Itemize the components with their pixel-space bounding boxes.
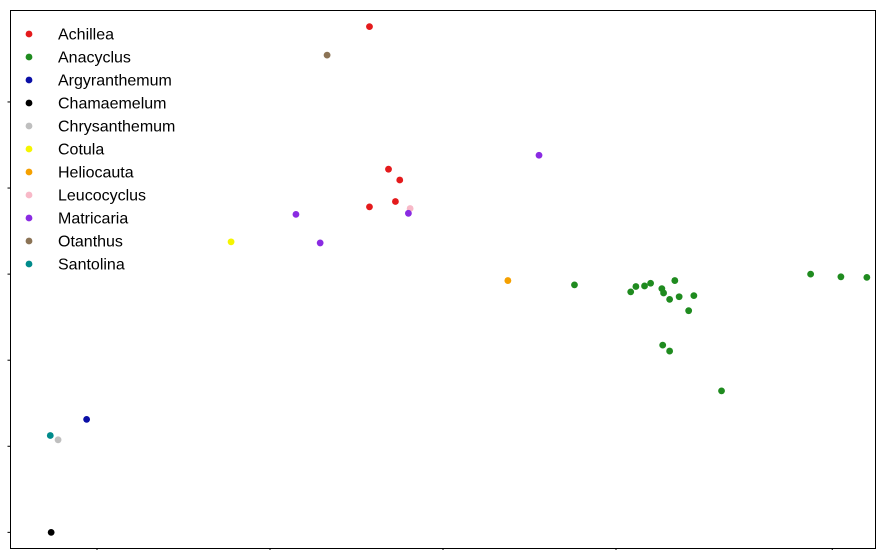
- legend-label-argyranthemum: Argyranthemum: [58, 73, 172, 90]
- data-point-achillea: [385, 165, 392, 173]
- legend-label-heliocauta: Heliocauta: [58, 165, 134, 182]
- plot-frame: [10, 10, 876, 549]
- data-point-achillea: [396, 176, 404, 184]
- legend-label-anacyclus: Anacyclus: [58, 50, 131, 67]
- data-point-heliocauta: [504, 277, 512, 284]
- data-point-chrysanthemum: [54, 436, 62, 444]
- legend-label-santolina: Santolina: [58, 257, 125, 274]
- legend-label-leucocyclus: Leucocyclus: [58, 188, 146, 205]
- legend-marker-leucocyclus: [25, 191, 33, 199]
- data-point-cotula: [227, 238, 235, 246]
- legend-label-chrysanthemum: Chrysanthemum: [58, 119, 175, 136]
- data-point-matricaria: [316, 239, 324, 247]
- data-point-achillea: [366, 203, 373, 211]
- axis-ticks: [7, 101, 833, 550]
- data-point-anacyclus: [627, 288, 635, 296]
- legend-label-matricaria: Matricaria: [58, 211, 128, 228]
- legend: Achillea Anacyclus Argyranthemum Chamaemelu…: [25, 27, 175, 274]
- legend-marker-santolina: [25, 260, 33, 268]
- data-point-anacyclus: [641, 282, 648, 290]
- legend-marker-chamaemelum: [25, 99, 33, 107]
- data-point-achillea: [366, 23, 373, 31]
- legend-marker-argyranthemum: [25, 76, 33, 84]
- legend-marker-cotula: [25, 145, 33, 153]
- legend-label-achillea: Achillea: [58, 27, 114, 44]
- legend-marker-matricaria: [25, 214, 33, 222]
- legend-marker-chrysanthemum: [25, 122, 33, 130]
- data-point-santolina: [46, 432, 54, 439]
- data-point-anacyclus: [718, 387, 725, 395]
- data-point-anacyclus: [659, 341, 667, 349]
- data-point-anacyclus: [671, 277, 679, 284]
- legend-marker-anacyclus: [25, 53, 33, 61]
- data-point-achillea: [392, 198, 399, 205]
- data-point-matricaria: [405, 209, 412, 217]
- data-point-anacyclus: [685, 307, 693, 315]
- data-point-anacyclus: [837, 273, 845, 281]
- data-point-anacyclus: [632, 283, 640, 290]
- data-point-anacyclus: [571, 281, 578, 289]
- data-point-anacyclus: [660, 289, 667, 297]
- data-points: [46, 23, 871, 536]
- data-point-otanthus: [323, 51, 331, 59]
- data-point-anacyclus: [863, 273, 871, 281]
- legend-label-chamaemelum: Chamaemelum: [58, 96, 166, 113]
- data-point-matricaria: [535, 151, 543, 159]
- legend-label-cotula: Cotula: [58, 142, 104, 159]
- data-point-anacyclus: [807, 270, 815, 278]
- data-point-argyranthemum: [83, 415, 91, 423]
- data-point-matricaria: [292, 211, 300, 218]
- data-point-anacyclus: [666, 296, 674, 303]
- legend-marker-heliocauta: [25, 168, 33, 176]
- data-point-anacyclus: [690, 292, 698, 300]
- legend-label-otanthus: Otanthus: [58, 234, 123, 251]
- legend-marker-otanthus: [25, 237, 33, 245]
- data-point-anacyclus: [647, 279, 654, 287]
- data-point-chamaemelum: [47, 528, 55, 536]
- data-point-anacyclus: [675, 293, 683, 301]
- data-point-anacyclus: [666, 347, 674, 355]
- legend-marker-achillea: [25, 30, 33, 38]
